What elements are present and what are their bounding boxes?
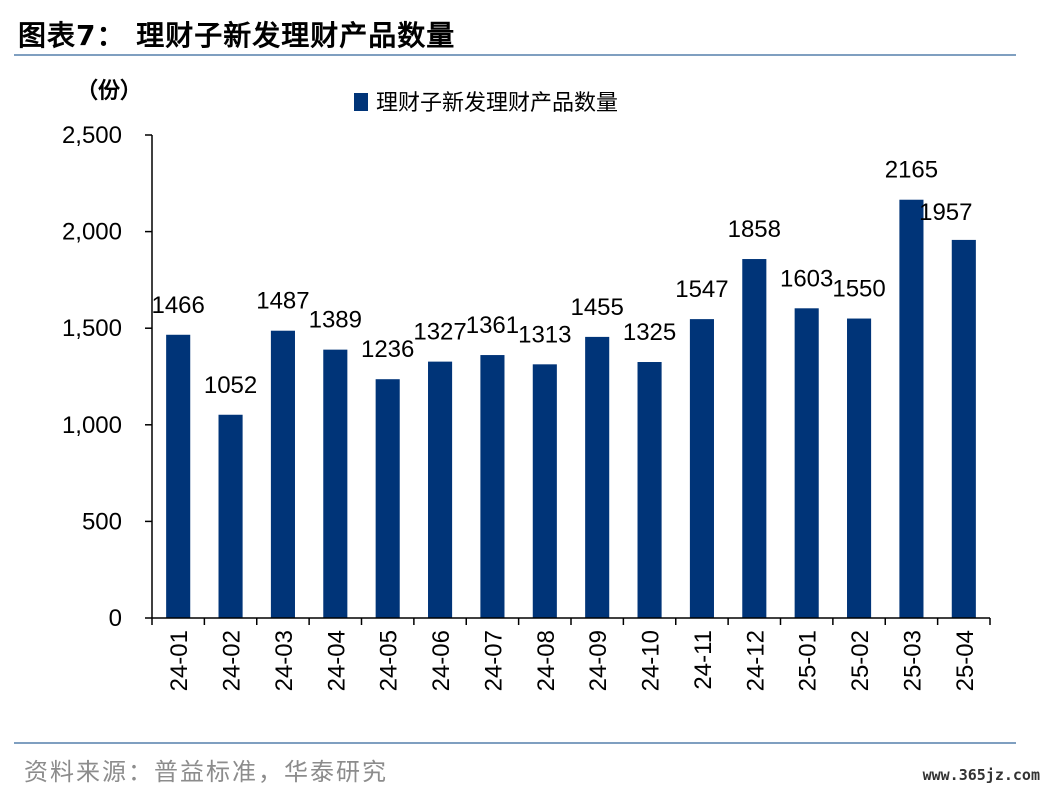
x-tick-label: 25-02 — [847, 630, 874, 691]
x-tick-label: 25-01 — [795, 630, 822, 691]
x-tick-label: 24-10 — [638, 630, 665, 691]
data-label: 1361 — [466, 312, 519, 339]
data-label: 1466 — [151, 292, 204, 319]
bar — [951, 239, 976, 618]
x-tick-label: 25-04 — [952, 630, 979, 691]
bar — [166, 334, 191, 618]
bar — [270, 330, 295, 618]
data-label: 1858 — [728, 216, 781, 243]
bar — [847, 318, 872, 618]
data-label: 1455 — [570, 294, 623, 321]
x-tick-label: 24-11 — [690, 630, 717, 690]
bars: 1466 1052 14871389123613271361131314551325… — [151, 157, 976, 619]
legend: 理财子新发理财产品数量 — [354, 91, 618, 116]
y-tick-label: 2,500 — [62, 122, 122, 149]
bar — [428, 361, 453, 618]
x-tick-label: 24-07 — [480, 630, 507, 691]
data-label: 1236 — [361, 336, 414, 363]
data-label: 1603 — [780, 265, 833, 292]
data-label: 1389 — [309, 307, 362, 334]
data-label: 1487 — [256, 288, 309, 315]
legend-label: 理财子新发理财产品数量 — [376, 91, 618, 116]
data-label: 1052 — [204, 372, 257, 399]
data-label: 1325 — [623, 319, 676, 346]
x-axis: 24-01 24-02 24-03 24-04 24-05 24-06 24-07 24-08… — [151, 617, 991, 691]
source-divider — [14, 742, 1016, 744]
x-tick-label: 24-04 — [323, 630, 350, 691]
x-tick-label: 24-02 — [219, 630, 246, 691]
x-tick-label: 24-12 — [742, 630, 769, 691]
x-tick-label: 24-03 — [271, 630, 298, 691]
x-tick-label: 24-05 — [376, 630, 403, 691]
bar — [218, 414, 243, 618]
y-tick-label: 0 — [109, 605, 122, 632]
legend-swatch — [354, 93, 368, 111]
bar — [794, 308, 819, 618]
data-label: 2165 — [885, 157, 938, 184]
bar — [899, 199, 924, 619]
bar — [689, 319, 714, 618]
bar — [742, 259, 767, 618]
bar — [585, 336, 610, 618]
x-tick-label: 24-08 — [533, 630, 560, 691]
data-label: 1313 — [518, 321, 571, 348]
y-axis-unit-label: （份） — [76, 79, 142, 104]
figure-title: 图表7： 理财子新发理财产品数量 — [18, 19, 456, 52]
bar — [532, 364, 557, 618]
y-tick-label: 1,000 — [62, 412, 122, 439]
data-label: 1547 — [675, 276, 728, 303]
data-label: 1327 — [413, 319, 466, 346]
bar — [375, 379, 400, 618]
x-tick-label: 24-09 — [585, 630, 612, 691]
bar — [323, 349, 348, 618]
watermark: www.365jz.com — [922, 766, 1040, 784]
y-tick-label: 500 — [82, 508, 122, 535]
title-divider — [14, 54, 1016, 56]
data-label: 1550 — [832, 276, 885, 303]
source-note: 资料来源：普益标准，华泰研究 — [24, 758, 388, 786]
bar — [480, 355, 505, 618]
data-label: 1957 — [919, 199, 972, 226]
y-axis: 0 500 1,000 1,500 2,000 2,500 — [62, 122, 153, 632]
bar — [637, 362, 662, 618]
bar-chart: （份） 理财子新发理财产品数量 0 500 1,000 1,500 2,000 2,500… — [62, 79, 991, 691]
x-tick-label: 24-01 — [166, 630, 193, 691]
y-tick-label: 1,500 — [62, 315, 122, 342]
x-tick-label: 25-03 — [899, 630, 926, 691]
y-tick-label: 2,000 — [62, 219, 122, 246]
x-tick-label: 24-06 — [428, 630, 455, 691]
